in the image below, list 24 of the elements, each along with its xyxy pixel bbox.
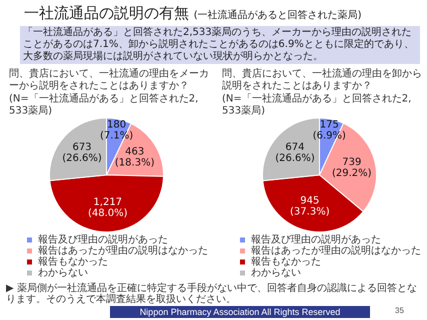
legend-label: 報告及び理由の説明があった	[38, 234, 168, 246]
chart-subtitle: (N=「一社流通品がある」と回答された2,533薬局)	[9, 92, 198, 116]
text: 一社流通品の説明の有無	[24, 4, 189, 22]
legend-label: 報告はあったが理由の説明はなかった	[38, 244, 208, 256]
legend-label: 報告はあったが理由の説明はなかった	[251, 244, 421, 256]
text: 「一社流通品がある」と回答された2,533薬局のうち、メーカーから理由の説明されたことがあるのは7.1%、卸から説明されたことがあるのは6.9%とともに限定的であり、大多数の薬局現場には説明がされていない現状が明らかとなった。	[20, 26, 420, 64]
chart-subtitle: (N=「一社流通品がある」と回答された2,533薬局)	[222, 92, 412, 116]
legend-label: 報告もなかった	[38, 256, 108, 268]
legend-label: わからない	[38, 268, 88, 278]
text: ▶ 薬局側が一社流通品を正確に特定する手段がない中で、回答者自身の認識による回答となります。そのうえで本調査結果を取扱いください。	[6, 283, 418, 305]
data-label: 463 (18.3%)	[114, 146, 155, 169]
chart-title: 問、貴店において、一社流通の理由を卸から説明をされたことはありますか？	[222, 68, 422, 92]
text: (一社流通品があると回答された薬局)	[194, 10, 362, 21]
legend-label: 報告もなかった	[251, 256, 321, 268]
legend-label: わからない	[251, 268, 301, 278]
data-label: 673 (26.6%)	[62, 142, 102, 164]
chart-title: 問、貴店において、一社流通の理由をメーカーから説明をされたことはありますか？	[9, 68, 209, 92]
data-label: 1,217 (48.0%)	[88, 197, 128, 220]
text: Nippon Pharmacy Association All Rights Reserved	[110, 306, 370, 318]
data-label: 945 (37.3%)	[290, 196, 330, 218]
data-label: 674 (26.6%)	[275, 142, 315, 164]
legend-label: 報告及び理由の説明があった	[251, 234, 381, 246]
text: 35	[395, 306, 404, 315]
data-label: 739 (29.2%)	[332, 156, 372, 179]
